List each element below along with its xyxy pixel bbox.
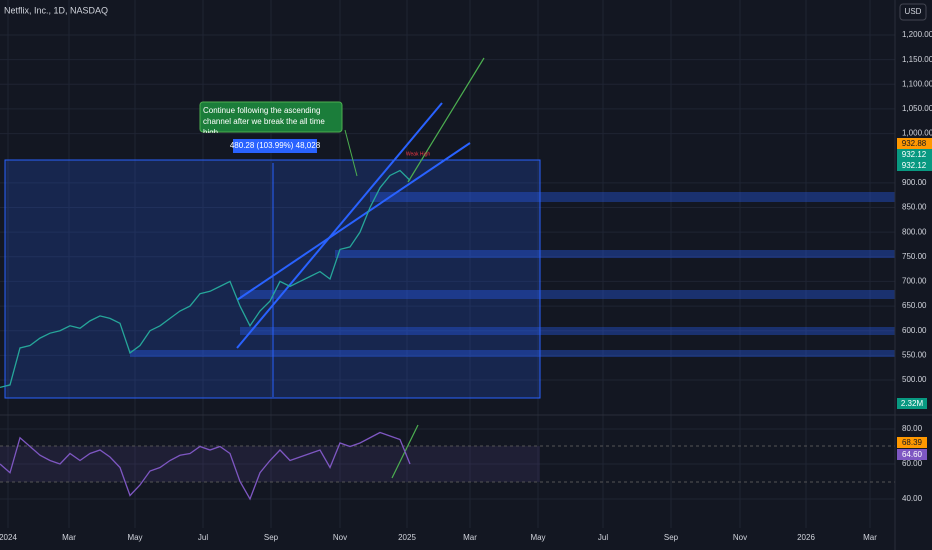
x-tick-label: Sep bbox=[664, 533, 679, 542]
y-tick-label: 1,100.00 bbox=[902, 79, 932, 88]
x-tick-label: 2025 bbox=[398, 533, 416, 542]
x-tick-label: Mar bbox=[463, 533, 477, 542]
price-label-bg bbox=[897, 160, 932, 171]
rsi-label-bg bbox=[897, 449, 927, 460]
y-tick-label: 1,150.00 bbox=[902, 55, 932, 64]
y-tick-label: 1,050.00 bbox=[902, 104, 932, 113]
y-tick-label: 500.00 bbox=[902, 375, 927, 384]
annotation-box bbox=[199, 101, 343, 133]
rsi-label: 64.60 bbox=[902, 450, 923, 459]
x-tick-label: Nov bbox=[733, 533, 747, 542]
currency-box bbox=[899, 3, 927, 21]
y-tick-label: 550.00 bbox=[902, 350, 927, 359]
currency: USD bbox=[905, 7, 922, 16]
rsi-label-bg bbox=[897, 437, 927, 448]
rsi-band bbox=[0, 446, 540, 482]
price-label: 932.12 bbox=[902, 161, 927, 170]
weak-high: Weak High bbox=[406, 151, 431, 157]
y-tick-label: 650.00 bbox=[902, 301, 927, 310]
annotation-pointer bbox=[344, 129, 358, 177]
y-tick-label: 750.00 bbox=[902, 252, 927, 261]
x-tick-label: 2024 bbox=[0, 533, 17, 542]
y-tick-label: 900.00 bbox=[902, 178, 927, 187]
x-tick-label: Sep bbox=[264, 533, 279, 542]
price-label: 932.88 bbox=[902, 139, 927, 148]
zones bbox=[130, 192, 895, 357]
y-tick-label: 1,200.00 bbox=[902, 30, 932, 39]
x-tick-label: Jul bbox=[598, 533, 608, 542]
annotation: Continue following the ascending channel… bbox=[203, 106, 325, 133]
measure-label-bg bbox=[233, 139, 317, 153]
x-tick-label: Mar bbox=[62, 533, 76, 542]
y-tick-label: 700.00 bbox=[902, 277, 927, 286]
price-label: 932.12 bbox=[902, 150, 927, 159]
measure-label: 480.28 (103.99%) 48,028 bbox=[230, 141, 321, 150]
y-tick-label: 1,000.00 bbox=[902, 129, 932, 138]
price-line bbox=[0, 169, 411, 389]
symbol-title: Netflix, Inc., 1D, NASDAQ bbox=[4, 5, 108, 15]
y-tick-label: 600.00 bbox=[902, 326, 927, 335]
rsi-label: 68.39 bbox=[902, 438, 923, 447]
y-tick-label: 800.00 bbox=[902, 227, 927, 236]
price-label-bg bbox=[897, 149, 932, 160]
x-tick-label: May bbox=[530, 533, 545, 542]
y2-tick-label: 40.00 bbox=[902, 494, 923, 503]
price-label-bg bbox=[897, 138, 932, 149]
channel bbox=[236, 102, 471, 349]
y-tick-label: 850.00 bbox=[902, 203, 927, 212]
x-tick-label: Nov bbox=[333, 533, 347, 542]
rsi-line bbox=[0, 431, 411, 501]
x-tick-label: Mar bbox=[863, 533, 877, 542]
x-tick-label: May bbox=[127, 533, 142, 542]
y2-tick-label: 60.00 bbox=[902, 459, 923, 468]
volume-label-bg bbox=[897, 398, 927, 409]
volume-label: 2.32M bbox=[901, 399, 924, 408]
x-tick-label: 2026 bbox=[797, 533, 815, 542]
target-arrow bbox=[407, 57, 485, 183]
annotation-text: Continue following the ascending channel… bbox=[203, 106, 325, 133]
x-tick-label: Jul bbox=[198, 533, 208, 542]
y2-tick-label: 80.00 bbox=[902, 424, 923, 433]
